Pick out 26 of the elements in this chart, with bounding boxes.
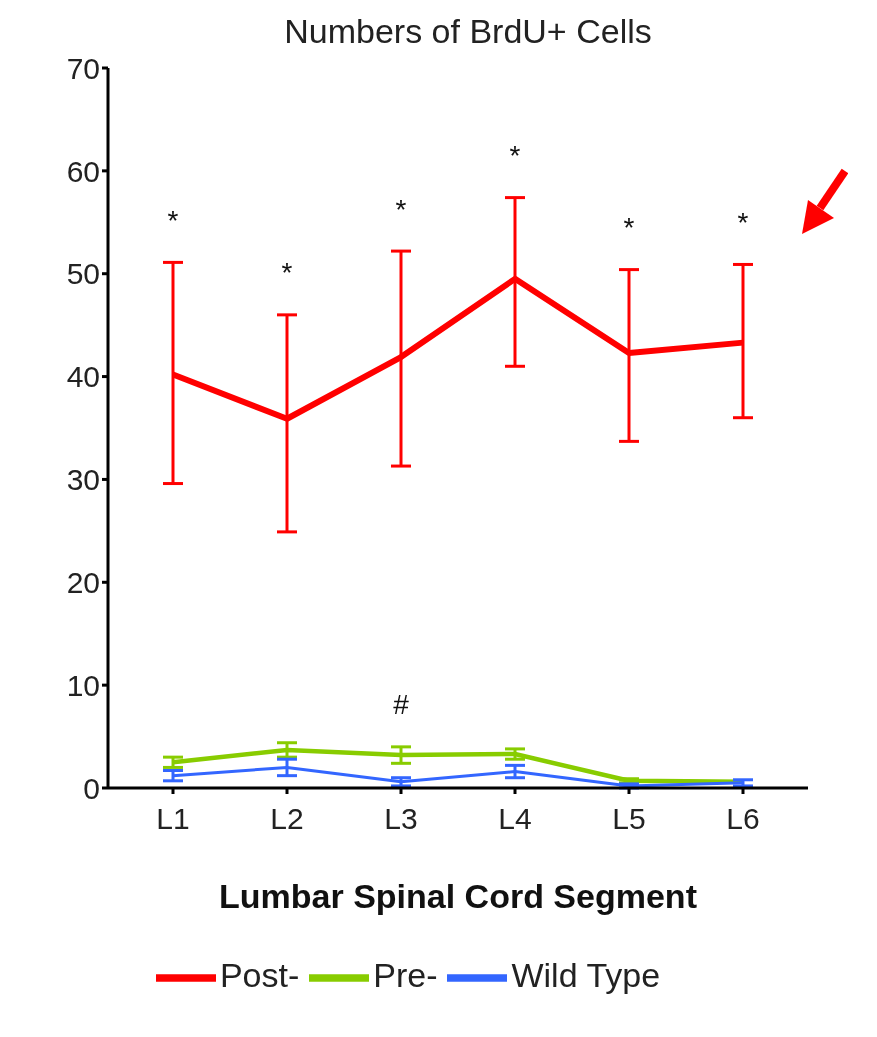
legend-label: Wild Type [511, 955, 661, 994]
annotation: * [281, 257, 293, 289]
y-tick-label: 70 [66, 51, 100, 85]
x-tick-label: L6 [726, 802, 760, 836]
annotation: * [167, 204, 179, 236]
chart-title: Numbers of BrdU+ Cells [283, 12, 653, 51]
x-tick-label: L4 [498, 802, 532, 836]
legend-label: Pre- [373, 955, 438, 994]
annotation: * [395, 193, 407, 225]
y-tick-label: 20 [66, 565, 100, 599]
x-tick-label: L1 [156, 802, 190, 836]
y-tick-label: 10 [66, 668, 100, 702]
legend-label: Post- [219, 955, 300, 994]
x-tick-label: L5 [612, 802, 646, 836]
y-tick-label: 50 [66, 257, 100, 291]
annotation: # [393, 689, 410, 721]
y-tick-label: 0 [83, 771, 100, 805]
annotation: * [623, 212, 635, 244]
y-tick-label: 30 [66, 463, 100, 497]
y-tick-label: 60 [66, 154, 100, 188]
x-tick-label: L2 [270, 802, 304, 836]
annotation: * [737, 206, 749, 238]
x-axis-title: Lumbar Spinal Cord Segment [219, 877, 697, 915]
annotation: * [509, 140, 521, 172]
y-tick-label: 40 [66, 360, 100, 394]
x-tick-label: L3 [384, 802, 418, 836]
